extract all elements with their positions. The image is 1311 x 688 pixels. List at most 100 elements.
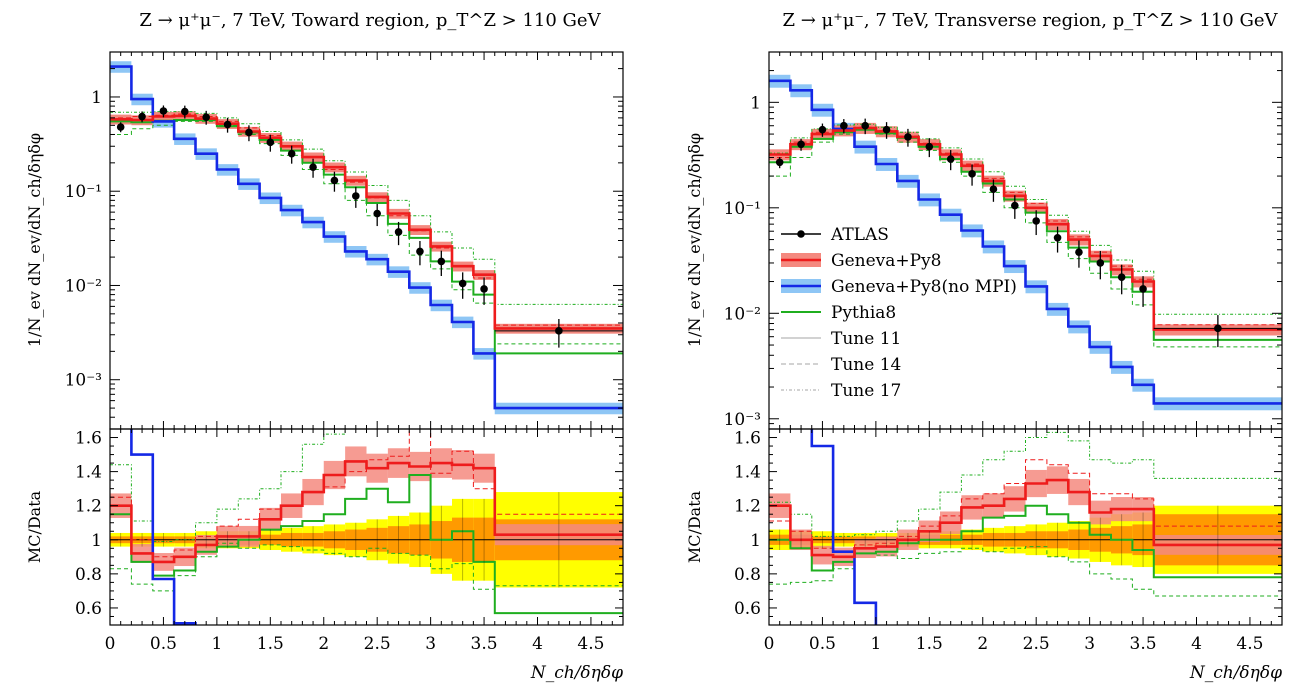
x-tick-label: 2 <box>318 634 329 654</box>
ratio-y-tick-label: 1.4 <box>734 463 761 483</box>
pythia8-ratio-line <box>769 504 1282 579</box>
atlas-data-point <box>904 133 912 141</box>
atlas-data-point <box>882 125 891 134</box>
atlas-data-point <box>797 140 805 149</box>
ratio-y-tick-label: 1.4 <box>75 463 102 483</box>
ratio-plot-frame <box>109 428 624 626</box>
atlas-data-point <box>1214 324 1222 333</box>
x-tick-label: 2.5 <box>1023 634 1050 654</box>
atlas-data-point <box>968 170 976 178</box>
tune-11-ratio-line <box>110 429 623 558</box>
atlas-data-point <box>245 128 253 137</box>
atlas-data-point <box>287 149 296 158</box>
atlas-data-point <box>266 138 275 147</box>
x-tick-label: 3.5 <box>1130 634 1157 654</box>
ratio-y-tick-label: 0.8 <box>75 565 102 585</box>
x-axis-label: N_ch/δηδφ <box>530 663 623 683</box>
atlas-data-point <box>116 123 125 131</box>
legend-entry-geneva-py8-no-mpi: Geneva+Py8(no MPI) <box>781 277 1017 297</box>
legend-label: ATLAS <box>830 225 889 245</box>
y-tick-label: 1 <box>91 88 102 108</box>
y-axis-label: 1/N_ev dN_ev/dN_ch/δηδφ <box>25 133 44 347</box>
legend-entry-tune-14: Tune 14 <box>781 355 901 375</box>
ratio-y-tick-label: 1.2 <box>75 497 102 517</box>
x-tick-label: 0 <box>764 634 775 654</box>
ratio-y-tick-label: 1 <box>750 531 761 551</box>
geneva-py8-ratio-line <box>769 478 1282 559</box>
tune-17-ratio-line <box>769 431 1282 537</box>
x-tick-label: 3 <box>425 634 436 654</box>
geneva-py8-no-mpi-line <box>769 79 1282 405</box>
atlas-data-point <box>925 142 934 151</box>
pythia8-line <box>110 119 623 355</box>
legend-entry-tune-11: Tune 11 <box>781 329 901 349</box>
y-axis-label: 1/N_ev dN_ev/dN_ch/δηδφ <box>685 133 704 347</box>
legend-label: Tune 14 <box>831 355 901 375</box>
atlas-data-point <box>437 257 446 266</box>
x-tick-label: 1 <box>211 634 222 654</box>
ratio-y-axis-label: MC/Data <box>685 490 704 563</box>
x-tick-label: 3.5 <box>471 634 498 654</box>
x-axis-label: N_ch/δηδφ <box>1189 663 1282 683</box>
legend-label: Geneva+Py8 <box>831 251 942 271</box>
x-tick-label: 0 <box>105 634 116 654</box>
atlas-data-point <box>1011 201 1019 210</box>
legend-label: Geneva+Py8(no MPI) <box>831 277 1017 297</box>
x-tick-label: 0.5 <box>809 634 836 654</box>
ratio-y-tick-label: 1.6 <box>75 429 102 449</box>
ratio-y-axis-label: MC/Data <box>25 490 44 563</box>
toward-region-panel: Z → μ⁺μ⁻, 7 TeV, Toward region, p_T^Z > … <box>25 10 624 683</box>
transverse-region-panel: Z → μ⁺μ⁻, 7 TeV, Transverse region, p_T^… <box>685 10 1283 683</box>
y-tick-label: 10⁻² <box>65 276 102 296</box>
x-tick-label: 1 <box>870 634 881 654</box>
x-tick-label: 4.5 <box>577 634 604 654</box>
tune-11-ratio-line <box>769 459 1282 553</box>
x-tick-label: 4.5 <box>1236 634 1263 654</box>
legend: ATLAS Geneva+Py8 Geneva+Py8(no MPI) Pythia8… <box>781 225 1017 401</box>
tune-17-line <box>110 111 623 305</box>
geneva-py8-no-mpi-line <box>110 65 623 410</box>
tune-17-line <box>769 123 1282 315</box>
atlas-data-point <box>1075 248 1083 256</box>
atlas-data-point <box>181 107 189 116</box>
atlas-data-point <box>555 327 563 335</box>
tune-14-ratio-line <box>110 542 623 592</box>
atlas-data-point <box>480 285 488 293</box>
tune-14-ratio-line <box>769 546 1282 597</box>
x-tick-label: 1.5 <box>257 634 284 654</box>
atlas-data-point <box>1117 273 1126 281</box>
atlas-data-point <box>818 125 827 134</box>
atlas-data-point <box>138 112 146 121</box>
y-tick-label: 10⁻³ <box>724 410 761 430</box>
x-tick-label: 4 <box>1191 634 1202 654</box>
atlas-data-point <box>1032 217 1040 225</box>
geneva-py8-no-mpi-ratio-line <box>810 429 878 625</box>
atlas-data-point <box>223 120 232 129</box>
atlas-data-point <box>159 107 168 115</box>
legend-entry-geneva-py8: Geneva+Py8 <box>781 251 942 271</box>
atlas-data-point <box>352 192 360 200</box>
atlas-data-point <box>1096 259 1105 267</box>
atlas-data-point <box>861 121 869 130</box>
ratio-y-tick-label: 0.6 <box>734 599 761 619</box>
ratio-y-tick-label: 0.6 <box>75 599 102 619</box>
y-tick-label: 10⁻³ <box>65 371 102 391</box>
x-tick-label: 2.5 <box>364 634 391 654</box>
legend-label: Tune 11 <box>831 329 901 349</box>
chart-title: Z → μ⁺μ⁻, 7 TeV, Toward region, p_T^Z > … <box>139 10 601 31</box>
ratio-plot-frame <box>768 428 1283 626</box>
atlas-data-point <box>394 228 403 236</box>
x-tick-label: 3 <box>1084 634 1095 654</box>
atlas-data-point <box>840 121 848 130</box>
legend-label: Tune 17 <box>831 381 901 401</box>
atlas-data-point <box>309 163 317 171</box>
atlas-data-point <box>202 113 210 122</box>
geneva-py8-ratio-line <box>110 460 623 564</box>
chart-title: Z → μ⁺μ⁻, 7 TeV, Transverse region, p_T^… <box>783 10 1279 31</box>
tune-11-line <box>110 113 623 326</box>
x-tick-label: 0.5 <box>150 634 177 654</box>
atlas-data-point <box>458 279 467 288</box>
y-tick-label: 10⁻² <box>724 304 761 324</box>
atlas-data-point <box>416 247 424 256</box>
